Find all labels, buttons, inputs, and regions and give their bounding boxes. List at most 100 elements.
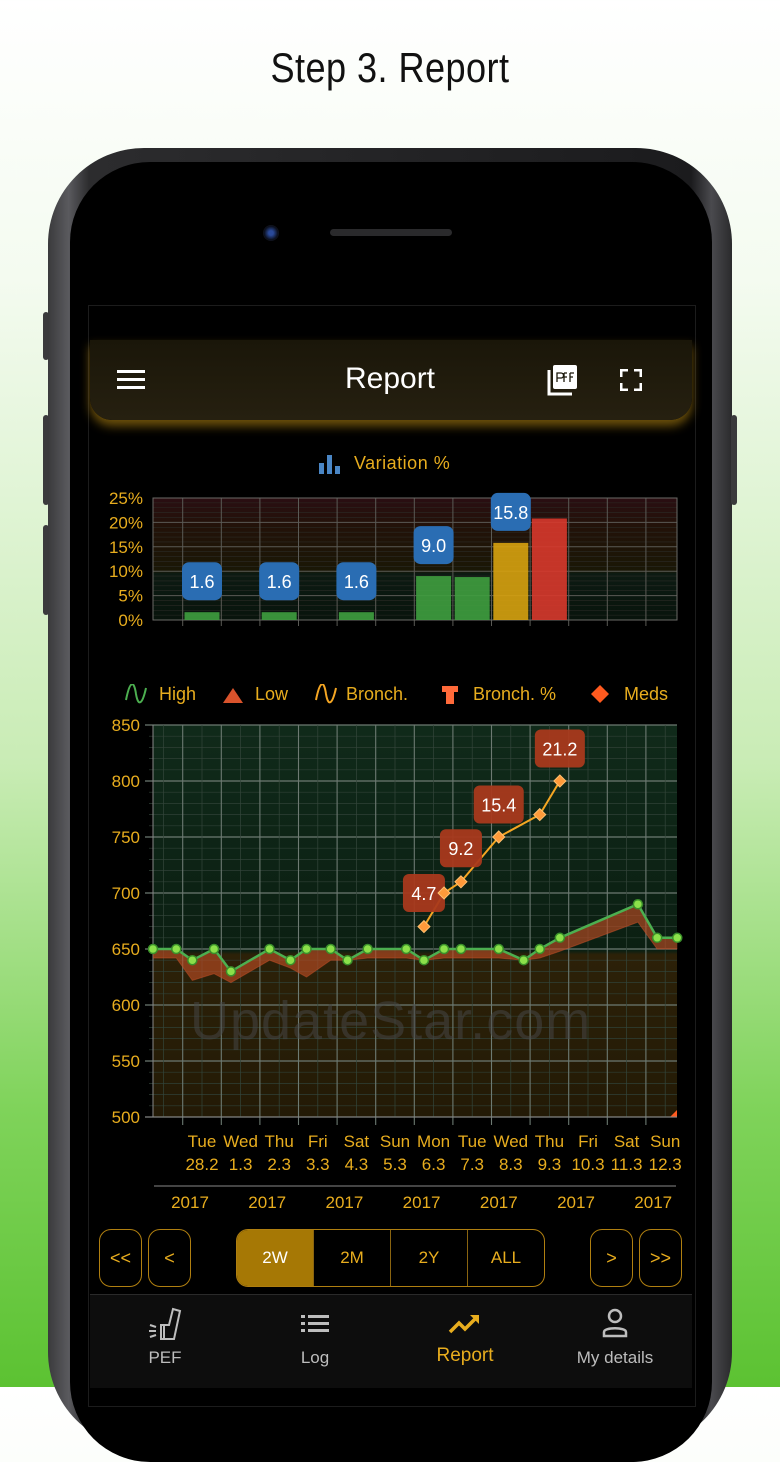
tab-my-details[interactable]: My details (540, 1295, 690, 1388)
high-point (264, 943, 275, 955)
variation-data-label: 1.6 (189, 572, 214, 592)
fullscreen-icon[interactable] (620, 369, 642, 391)
pef-y-tick-label: 800 (112, 772, 140, 791)
high-point (147, 943, 159, 955)
high-point (455, 943, 467, 955)
high-point (401, 943, 412, 955)
high-point (171, 943, 182, 955)
range-2y[interactable]: 2Y (390, 1230, 467, 1286)
high-point (362, 943, 373, 955)
charts-canvas[interactable]: 0% 5% 10% 15% 20% 25% 1.6 1.6 1.6 9.0 15.8 500 550 60… (0, 0, 780, 1387)
pef-y-tick-label: 650 (112, 940, 140, 959)
legend-meds-icon (591, 685, 609, 703)
bronch-point (553, 774, 567, 788)
x-year-label: 2017 (248, 1193, 286, 1212)
high-point (554, 932, 566, 944)
x-year-label: 2017 (325, 1193, 363, 1212)
variation-data-label: 15.8 (493, 503, 528, 523)
legend-bronch-icon (315, 684, 337, 704)
x-tick-date: 5.3 (383, 1155, 407, 1174)
legend-meds[interactable]: Meds (624, 684, 669, 704)
legend-low-icon (223, 688, 243, 703)
high-point (534, 943, 545, 955)
variation-bar (416, 576, 452, 620)
x-tick-date: 4.3 (345, 1155, 369, 1174)
tab-log[interactable]: Log (240, 1295, 390, 1388)
variation-data-label-box (413, 526, 454, 565)
x-tick-day: Fri (578, 1132, 598, 1151)
bronch-percent-label-box (473, 785, 524, 824)
list-icon (301, 1315, 329, 1332)
high-point (672, 932, 683, 944)
variation-bar (454, 577, 490, 620)
x-tick-date: 8.3 (499, 1155, 523, 1174)
trending-up-icon (448, 1315, 479, 1334)
variation-data-label: 1.6 (344, 572, 369, 592)
bronch-percent-label: 15.4 (481, 796, 516, 816)
x-year-label: 2017 (480, 1193, 518, 1212)
tab-pef[interactable]: PEF (90, 1295, 240, 1388)
phone-volume-down (43, 525, 49, 615)
bronch-point (492, 830, 506, 844)
tab-report[interactable]: Report (390, 1295, 540, 1388)
last-page-button[interactable]: >> (639, 1229, 682, 1287)
bar-chart-icon (319, 455, 340, 474)
variation-bar (184, 612, 220, 620)
range-all[interactable]: ALL (467, 1230, 544, 1286)
hamburger-icon[interactable] (117, 369, 145, 391)
x-tick-date: 11.3 (611, 1155, 643, 1174)
prev-page-button[interactable]: < (148, 1229, 191, 1287)
x-tick-date: 1.3 (229, 1155, 253, 1174)
x-year-label: 2017 (557, 1193, 595, 1212)
range-segmented-control: 2W 2M 2Y ALL (236, 1229, 545, 1287)
page-title: Report (344, 362, 436, 395)
bronch-percent-label: 9.2 (448, 839, 473, 859)
speaker-grille (330, 229, 452, 236)
variation-y-tick-label: 0% (118, 611, 143, 630)
pdf-icon[interactable] (546, 364, 578, 396)
next-page-button[interactable]: > (590, 1229, 633, 1287)
x-tick-date: 10.3 (571, 1155, 604, 1174)
legend-high[interactable]: High (159, 684, 197, 704)
legend-low[interactable]: Low (255, 684, 289, 704)
bronch-percent-label: 4.7 (411, 884, 436, 904)
bronch-point (417, 919, 431, 934)
meds-point (670, 1110, 677, 1117)
x-tick-date: 6.3 (422, 1155, 446, 1174)
x-tick-day: Fri (308, 1132, 328, 1151)
variation-plot-border (152, 497, 678, 621)
range-2m[interactable]: 2M (313, 1230, 390, 1286)
app-header (90, 340, 692, 420)
high-point (651, 932, 663, 944)
x-tick-date: 3.3 (306, 1155, 330, 1174)
variation-y-tick-label: 5% (118, 587, 143, 606)
variation-bar (531, 518, 567, 620)
camera-icon (263, 225, 279, 241)
tab-bar: PEF Log Report My details (90, 1294, 692, 1388)
x-tick-day: Sat (344, 1132, 370, 1151)
high-point (632, 898, 644, 910)
high-point (187, 954, 198, 966)
x-tick-date: 12.3 (649, 1155, 682, 1174)
variation-data-label-box (259, 562, 300, 601)
bronch-point (533, 807, 547, 822)
first-page-button[interactable]: << (99, 1229, 142, 1287)
legend-bronch-percent[interactable]: Bronch. % (473, 684, 557, 704)
watermark: UpdateStar.com (190, 991, 592, 1051)
variation-y-tick-label: 10% (109, 562, 143, 581)
high-point (438, 943, 450, 955)
x-year-label: 2017 (171, 1193, 209, 1212)
x-year-label: 2017 (403, 1193, 441, 1212)
variation-y-tick-label: 15% (109, 538, 143, 557)
range-2w[interactable]: 2W (237, 1230, 313, 1286)
bronch-point (454, 875, 468, 889)
x-year-label: 2017 (634, 1193, 672, 1212)
high-series-line (152, 902, 678, 974)
legend-bronch[interactable]: Bronch. (346, 684, 409, 704)
pef-y-tick-label: 550 (112, 1052, 140, 1071)
legend-high-icon (125, 684, 147, 704)
person-icon (602, 1308, 628, 1338)
bronch-percent-label: 21.2 (542, 740, 577, 760)
high-point (418, 954, 430, 966)
tab-label: My details (576, 1348, 654, 1367)
